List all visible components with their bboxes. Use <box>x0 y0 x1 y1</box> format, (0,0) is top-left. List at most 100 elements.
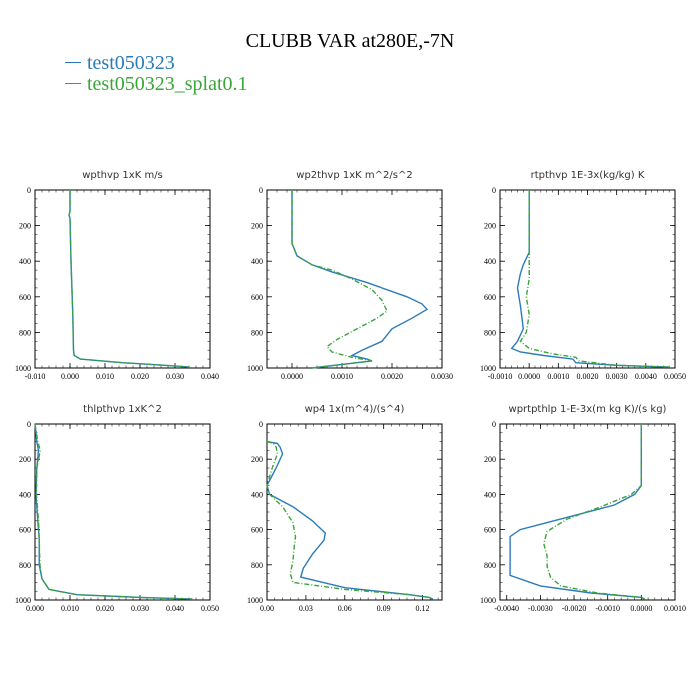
x-tick-label: 0.040 <box>166 604 184 613</box>
x-tick-label: 0.010 <box>96 372 114 381</box>
x-tick-label: 0.12 <box>416 604 430 613</box>
y-tick-label: 200 <box>251 222 263 231</box>
y-tick-label: 600 <box>19 293 31 302</box>
x-tick-label: -0.0030 <box>528 604 553 613</box>
y-tick-label: 800 <box>251 328 263 337</box>
x-tick-label: 0.0000 <box>518 372 540 381</box>
x-tick-label: 0.0000 <box>630 604 652 613</box>
y-tick-label: 1000 <box>247 596 263 605</box>
x-tick-label: 0.010 <box>61 604 79 613</box>
legend-swatch <box>65 82 81 84</box>
panel-title: wprtpthlp 1-E-3x(m kg K)/(s kg) <box>509 404 667 415</box>
legend-label: test050323_splat0.1 <box>87 73 248 95</box>
x-tick-label: 0.020 <box>96 604 114 613</box>
x-tick-label: 0.0000 <box>281 372 303 381</box>
x-tick-label: -0.0010 <box>488 372 513 381</box>
y-tick-label: 200 <box>19 455 31 464</box>
x-tick-label: 0.0030 <box>431 372 453 381</box>
y-tick-label: 600 <box>251 526 263 535</box>
plot-frame <box>34 189 211 369</box>
y-tick-label: 600 <box>251 293 263 302</box>
y-tick-label: 1000 <box>247 364 263 373</box>
x-tick-label: 0.020 <box>131 372 149 381</box>
y-tick-label: 200 <box>251 455 263 464</box>
x-tick-label: -0.010 <box>25 372 46 381</box>
x-tick-label: 0.0010 <box>664 604 686 613</box>
y-tick-label: 600 <box>484 526 496 535</box>
x-tick-label: 0.040 <box>201 372 219 381</box>
y-tick-label: 1000 <box>480 364 496 373</box>
x-tick-label: -0.0010 <box>595 604 620 613</box>
series-line-test050323 <box>266 440 434 600</box>
y-tick-label: 0 <box>27 186 31 195</box>
x-tick-label: 0.06 <box>338 604 352 613</box>
y-tick-label: 400 <box>19 490 31 499</box>
y-tick-label: 800 <box>251 561 263 570</box>
x-tick-label: -0.0020 <box>562 604 587 613</box>
series-line-test050323-splat <box>34 423 193 600</box>
panel-title: wpthvp 1xK m/s <box>82 170 163 181</box>
legend-entry-test050323-splat: test050323_splat0.1 <box>65 73 248 96</box>
y-tick-label: 0 <box>492 420 496 429</box>
y-tick-label: 400 <box>484 257 496 266</box>
y-tick-label: 400 <box>484 490 496 499</box>
y-tick-label: 400 <box>251 257 263 266</box>
page-title: CLUBB VAR at280E,-7N <box>245 30 455 52</box>
y-tick-label: 200 <box>19 222 31 231</box>
x-tick-label: 0.050 <box>201 604 219 613</box>
y-tick-label: 200 <box>484 455 496 464</box>
x-tick-label: 0.00 <box>260 604 274 613</box>
y-tick-label: 600 <box>484 293 496 302</box>
series-line-test050323-splat <box>266 440 434 600</box>
y-tick-label: 1000 <box>15 364 31 373</box>
series-line-test050323 <box>509 424 646 600</box>
series-line-test050323-splat <box>68 190 190 368</box>
x-tick-label: -0.0040 <box>494 604 519 613</box>
y-tick-label: 400 <box>19 257 31 266</box>
x-tick-label: 0.000 <box>26 604 44 613</box>
series-line-test050323 <box>510 190 670 368</box>
x-tick-label: 0.0010 <box>547 372 569 381</box>
y-tick-label: 200 <box>484 222 496 231</box>
legend-swatch <box>65 61 81 63</box>
x-tick-label: 0.0050 <box>664 372 686 381</box>
y-tick-label: 0 <box>27 420 31 429</box>
plot-frame <box>266 423 443 601</box>
legend-label: test050323 <box>87 52 175 74</box>
x-tick-label: 0.0020 <box>381 372 403 381</box>
series-line-test050323-splat <box>543 424 646 600</box>
y-tick-label: 800 <box>484 561 496 570</box>
series-line-test050323-splat <box>519 190 670 368</box>
y-tick-label: 0 <box>259 420 263 429</box>
y-tick-label: 800 <box>19 328 31 337</box>
panel-title: wp2thvp 1xK m^2/s^2 <box>296 170 412 181</box>
y-tick-label: 1000 <box>15 596 31 605</box>
plot-frame <box>34 423 211 601</box>
y-tick-label: 1000 <box>480 596 496 605</box>
x-tick-label: 0.0010 <box>331 372 353 381</box>
y-tick-label: 800 <box>19 561 31 570</box>
panel-title: rtpthvp 1E-3x(kg/kg) K <box>531 170 645 181</box>
y-tick-label: 600 <box>19 526 31 535</box>
plot-frame <box>499 189 676 369</box>
x-tick-label: 0.09 <box>377 604 391 613</box>
series-line-test050323 <box>291 190 429 369</box>
y-tick-label: 800 <box>484 328 496 337</box>
x-tick-label: 0.030 <box>166 372 184 381</box>
x-tick-label: 0.0040 <box>635 372 657 381</box>
x-tick-label: 0.0030 <box>606 372 628 381</box>
y-tick-label: 0 <box>492 186 496 195</box>
series-line-test050323-splat <box>291 190 388 369</box>
y-tick-label: 400 <box>251 490 263 499</box>
legend-entry-test050323: test050323 <box>65 52 175 75</box>
x-tick-label: 0.0020 <box>577 372 599 381</box>
panel-title: wp4 1x(m^4)/(s^4) <box>305 404 405 415</box>
y-tick-label: 0 <box>259 186 263 195</box>
series-line-test050323 <box>34 423 193 600</box>
x-tick-label: 0.030 <box>131 604 149 613</box>
panel-title: thlpthvp 1xK^2 <box>83 404 162 415</box>
x-tick-label: 0.03 <box>299 604 313 613</box>
x-tick-label: 0.000 <box>61 372 79 381</box>
series-line-test050323 <box>68 190 190 368</box>
